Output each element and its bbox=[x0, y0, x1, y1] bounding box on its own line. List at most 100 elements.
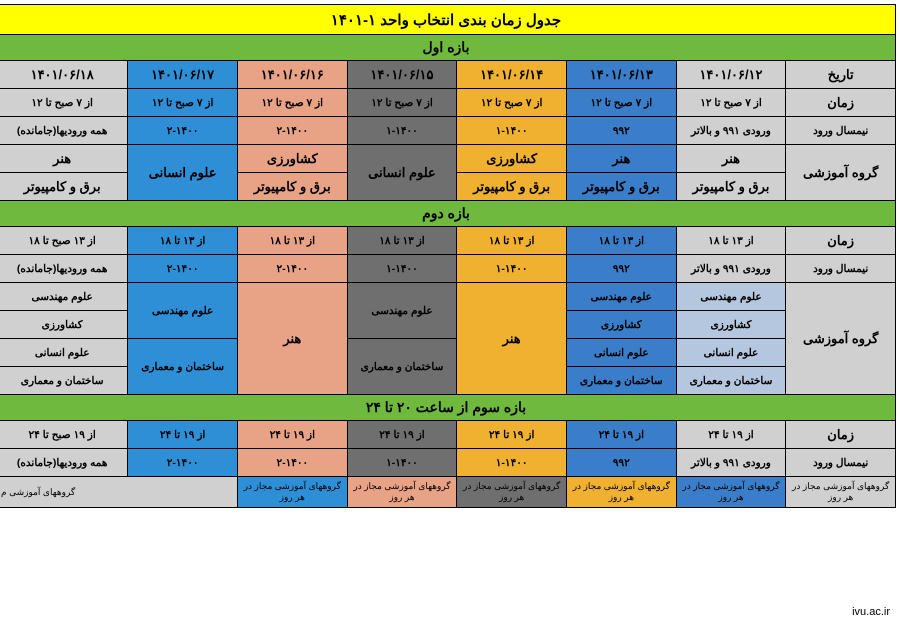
group-cell: ساختمان و معماری bbox=[347, 339, 457, 395]
time-cell: از ۱۳ تا ۱۸ bbox=[457, 227, 567, 255]
time-cell: از ۱۹ تا ۲۴ bbox=[566, 421, 676, 449]
time-cell: از ۱۳ تا ۱۸ bbox=[566, 227, 676, 255]
entry-cell: ۹۹۲ bbox=[566, 117, 676, 145]
time-cell: از ۱۳ تا ۱۸ bbox=[237, 227, 347, 255]
group-cell: برق و کامپیوتر bbox=[237, 173, 347, 201]
entry-cell: ۱-۱۴۰۰ bbox=[347, 255, 457, 283]
group-cell: گروههای آموزشی مجاز در هر روز bbox=[457, 477, 567, 508]
entry-cell: همه ورودیها(جامانده) bbox=[0, 449, 128, 477]
date-cell: ۱۴۰۱/۰۶/۱۸ bbox=[0, 61, 128, 89]
entry-cell: ۲-۱۴۰۰ bbox=[237, 255, 347, 283]
s1-entry-row: نیمسال ورود ورودی ۹۹۱ و بالاتر ۹۹۲ ۱-۱۴۰… bbox=[0, 117, 896, 145]
s2-group-row-a: گروه آموزشی علوم مهندسی علوم مهندسی هنر … bbox=[0, 283, 896, 311]
group-cell: کشاورزی bbox=[457, 145, 567, 173]
group-label: گروه آموزشی bbox=[786, 145, 896, 201]
group-cell: علوم انسانی bbox=[347, 145, 457, 201]
group-cell: کشاورزی bbox=[237, 145, 347, 173]
entry-cell: ۲-۱۴۰۰ bbox=[128, 255, 238, 283]
s1-time-row: زمان از ۷ صبح تا ۱۲ از ۷ صبح تا ۱۲ از ۷ … bbox=[0, 89, 896, 117]
time-cell: از ۱۳ صبح تا ۱۸ bbox=[0, 227, 128, 255]
time-cell: از ۱۳ تا ۱۸ bbox=[128, 227, 238, 255]
section-2-title: بازه دوم bbox=[0, 201, 896, 227]
group-label: گروه آموزشی bbox=[786, 283, 896, 395]
section-3-title: بازه سوم از ساعت ۲۰ تا ۲۴ bbox=[0, 395, 896, 421]
entry-cell: ورودی ۹۹۱ و بالاتر bbox=[676, 449, 786, 477]
group-cell: گروههای آموزشی مجاز در هر روز bbox=[347, 477, 457, 508]
table-title: جدول زمان بندی انتخاب واحد ۱-۱۴۰۱ bbox=[0, 5, 896, 35]
date-cell: ۱۴۰۱/۰۶/۱۶ bbox=[237, 61, 347, 89]
entry-cell: ورودی ۹۹۱ و بالاتر bbox=[676, 117, 786, 145]
date-cell: ۱۴۰۱/۰۶/۱۴ bbox=[457, 61, 567, 89]
entry-label: نیمسال ورود bbox=[786, 449, 896, 477]
entry-cell: ۲-۱۴۰۰ bbox=[237, 117, 347, 145]
entry-cell: ۹۹۲ bbox=[566, 255, 676, 283]
group-cell: علوم مهندسی bbox=[347, 283, 457, 339]
time-cell: از ۷ صبح تا ۱۲ bbox=[347, 89, 457, 117]
entry-cell: ۱-۱۴۰۰ bbox=[457, 117, 567, 145]
s2-time-row: زمان از ۱۳ تا ۱۸ از ۱۳ تا ۱۸ از ۱۳ تا ۱۸… bbox=[0, 227, 896, 255]
time-cell: از ۷ صبح تا ۱۲ bbox=[676, 89, 786, 117]
group-cell: هنر bbox=[457, 283, 567, 395]
group-cell: کشاورزی bbox=[0, 311, 128, 339]
group-cell: ساختمان و معماری bbox=[128, 339, 238, 395]
time-label: زمان bbox=[786, 89, 896, 117]
entry-cell: ورودی ۹۹۱ و بالاتر bbox=[676, 255, 786, 283]
time-cell: از ۱۹ تا ۲۴ bbox=[676, 421, 786, 449]
s3-group-row: گروههای آموزشی مجاز در هر روز گروههای آم… bbox=[0, 477, 896, 508]
entry-cell: همه ورودیها(جامانده) bbox=[0, 117, 128, 145]
group-cell: هنر bbox=[566, 145, 676, 173]
group-cell: گروههای آموزشی مجاز در هر روز bbox=[676, 477, 786, 508]
group-cell: علوم انسانی bbox=[566, 339, 676, 367]
s2-group-row-c: علوم انسانی علوم انسانی ساختمان و معماری… bbox=[0, 339, 896, 367]
date-label: تاریخ bbox=[786, 61, 896, 89]
time-cell: از ۷ صبح تا ۱۲ bbox=[457, 89, 567, 117]
group-cell: هنر bbox=[676, 145, 786, 173]
entry-cell: ۹۹۲ bbox=[566, 449, 676, 477]
entry-cell: ۲-۱۴۰۰ bbox=[128, 449, 238, 477]
date-cell: ۱۴۰۱/۰۶/۱۵ bbox=[347, 61, 457, 89]
entry-cell: ۱-۱۴۰۰ bbox=[347, 117, 457, 145]
time-cell: از ۱۳ تا ۱۸ bbox=[676, 227, 786, 255]
group-cell: ساختمان و معماری bbox=[566, 367, 676, 395]
time-cell: از ۱۹ تا ۲۴ bbox=[237, 421, 347, 449]
group-cell: گروههای آموزشی مجاز در هر روز bbox=[566, 477, 676, 508]
time-cell: از ۱۹ تا ۲۴ bbox=[347, 421, 457, 449]
time-cell: از ۱۹ صبح تا ۲۴ bbox=[0, 421, 128, 449]
entry-cell: ۱-۱۴۰۰ bbox=[347, 449, 457, 477]
group-cell: هنر bbox=[237, 283, 347, 395]
group-cell: برق و کامپیوتر bbox=[676, 173, 786, 201]
group-cell: علوم مهندسی bbox=[566, 283, 676, 311]
time-cell: از ۱۳ تا ۱۸ bbox=[347, 227, 457, 255]
group-cell: علوم انسانی bbox=[0, 339, 128, 367]
schedule-table: جدول زمان بندی انتخاب واحد ۱-۱۴۰۱ بازه ا… bbox=[0, 4, 896, 508]
time-cell: از ۱۹ تا ۲۴ bbox=[457, 421, 567, 449]
group-cell: علوم انسانی bbox=[676, 339, 786, 367]
group-cell: ساختمان و معماری bbox=[676, 367, 786, 395]
date-cell: ۱۴۰۱/۰۶/۱۲ bbox=[676, 61, 786, 89]
time-label: زمان bbox=[786, 227, 896, 255]
entry-label: نیمسال ورود bbox=[786, 117, 896, 145]
time-cell: از ۷ صبح تا ۱۲ bbox=[128, 89, 238, 117]
group-cell: گروههای آموزشی م bbox=[0, 477, 237, 508]
s1-group-row-a: گروه آموزشی هنر هنر کشاورزی علوم انسانی … bbox=[0, 145, 896, 173]
time-cell: از ۱۹ تا ۲۴ bbox=[128, 421, 238, 449]
date-cell: ۱۴۰۱/۰۶/۱۷ bbox=[128, 61, 238, 89]
s3-time-row: زمان از ۱۹ تا ۲۴ از ۱۹ تا ۲۴ از ۱۹ تا ۲۴… bbox=[0, 421, 896, 449]
entry-label: نیمسال ورود bbox=[786, 255, 896, 283]
group-cell: گروههای آموزشی مجاز در هر روز bbox=[237, 477, 347, 508]
group-cell: علوم انسانی bbox=[128, 145, 238, 201]
group-cell: گروههای آموزشی مجاز در هر روز bbox=[786, 477, 896, 508]
group-cell: برق و کامپیوتر bbox=[566, 173, 676, 201]
entry-cell: ۲-۱۴۰۰ bbox=[237, 449, 347, 477]
group-cell: علوم مهندسی bbox=[676, 283, 786, 311]
group-cell: علوم مهندسی bbox=[128, 283, 238, 339]
date-cell: ۱۴۰۱/۰۶/۱۳ bbox=[566, 61, 676, 89]
group-cell: برق و کامپیوتر bbox=[457, 173, 567, 201]
group-cell: کشاورزی bbox=[676, 311, 786, 339]
date-row: تاریخ ۱۴۰۱/۰۶/۱۲ ۱۴۰۱/۰۶/۱۳ ۱۴۰۱/۰۶/۱۴ ۱… bbox=[0, 61, 896, 89]
group-cell: علوم مهندسی bbox=[0, 283, 128, 311]
s2-entry-row: نیمسال ورود ورودی ۹۹۱ و بالاتر ۹۹۲ ۱-۱۴۰… bbox=[0, 255, 896, 283]
entry-cell: همه ورودیها(جامانده) bbox=[0, 255, 128, 283]
group-cell: برق و کامپیوتر bbox=[0, 173, 128, 201]
entry-cell: ۱-۱۴۰۰ bbox=[457, 255, 567, 283]
